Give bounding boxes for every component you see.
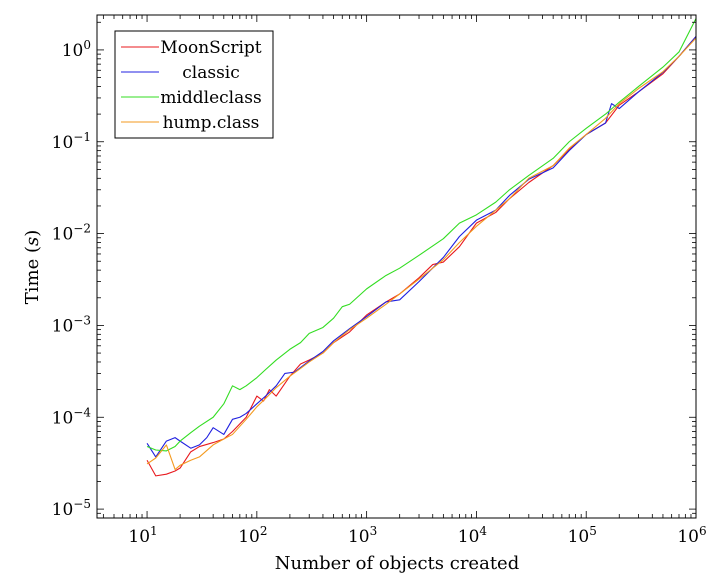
x-tick-label: 104 (458, 524, 488, 547)
legend-label-middleclass: middleclass (160, 88, 261, 108)
series-line-classic (146, 36, 697, 458)
y-tick-label: 100 (62, 38, 91, 61)
legend-box (114, 30, 274, 139)
series-line-middleclass (146, 18, 697, 452)
y-tick-label: 10−4 (52, 405, 92, 428)
y-tick-label: 10−3 (52, 313, 91, 336)
legend-label-hump-class: hump.class (163, 113, 260, 133)
plot-lines (146, 18, 697, 477)
x-tick-label: 103 (348, 524, 377, 547)
plot-frame (96, 14, 697, 519)
ticks (97, 15, 697, 519)
series-line-hump-class (146, 37, 697, 471)
x-tick-label: 106 (677, 524, 706, 547)
legend: MoonScript classic middleclass hump.class (114, 30, 274, 139)
y-tick-label: 10−2 (52, 222, 91, 245)
y-axis-label: Time (s) (22, 230, 43, 305)
tick-labels: 101 102 103 104 105 106 10−5 10−4 10−3 10−2 10−1 10… (52, 38, 707, 547)
y-tick-label: 10−5 (52, 497, 91, 520)
x-tick-label: 101 (128, 524, 157, 547)
legend-items: MoonScript classic middleclass hump.class (121, 38, 262, 133)
x-tick-label: 105 (568, 524, 597, 547)
y-tick-label: 10−1 (52, 130, 91, 153)
legend-label-moonscript: MoonScript (160, 38, 261, 58)
x-axis-label: Number of objects created (275, 553, 519, 574)
x-tick-label: 102 (238, 524, 267, 547)
legend-label-classic: classic (182, 63, 240, 83)
